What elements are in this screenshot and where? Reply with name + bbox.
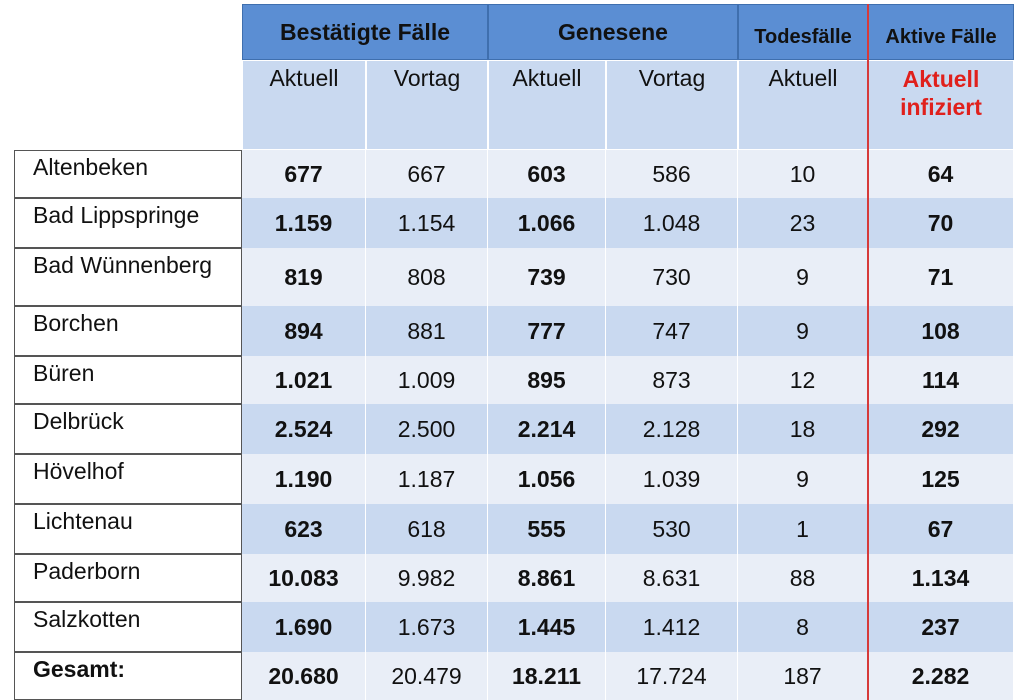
- table-cell: 1.159: [242, 198, 366, 248]
- table-cell: 747: [606, 306, 738, 356]
- table-cell: 88: [738, 554, 868, 602]
- table-cell: 677: [242, 150, 366, 198]
- table-cell: 20.479: [366, 652, 488, 700]
- table-cell: 2.282: [868, 652, 1014, 700]
- table-cell: 873: [606, 356, 738, 404]
- header-deaths: Todesfälle: [738, 4, 868, 60]
- table-cell: 1.048: [606, 198, 738, 248]
- row-label: Bad Lippspringe: [14, 198, 242, 248]
- row-label: Salzkotten: [14, 602, 242, 652]
- table-cell: 894: [242, 306, 366, 356]
- table-cell: 125: [868, 454, 1014, 504]
- active-column-divider: [867, 4, 869, 700]
- table-cell: 819: [242, 248, 366, 306]
- table-cell: 881: [366, 306, 488, 356]
- table-cell: 618: [366, 504, 488, 554]
- table-cell: 2.524: [242, 404, 366, 454]
- header-active: Aktive Fälle: [868, 4, 1014, 60]
- subheader-recovered-previous: Vortag: [606, 60, 738, 150]
- table-cell: 1.445: [488, 602, 606, 652]
- table-cell: 1.066: [488, 198, 606, 248]
- table-cell: 12: [738, 356, 868, 404]
- table-cell: 667: [366, 150, 488, 198]
- table-cell: 530: [606, 504, 738, 554]
- table-cell: 1.412: [606, 602, 738, 652]
- header-recovered: Genesene: [488, 4, 738, 60]
- row-label: Büren: [14, 356, 242, 404]
- table-cell: 187: [738, 652, 868, 700]
- table-cell: 8: [738, 602, 868, 652]
- table-cell: 237: [868, 602, 1014, 652]
- table-cell: 1.673: [366, 602, 488, 652]
- table-cell: 71: [868, 248, 1014, 306]
- table-cell: 17.724: [606, 652, 738, 700]
- table-cell: 8.631: [606, 554, 738, 602]
- table-cell: 1.154: [366, 198, 488, 248]
- table-cell: 108: [868, 306, 1014, 356]
- table-cell: 114: [868, 356, 1014, 404]
- table-cell: 808: [366, 248, 488, 306]
- table-cell: 9: [738, 454, 868, 504]
- table-cell: 8.861: [488, 554, 606, 602]
- table-cell: 9: [738, 306, 868, 356]
- table-cell: 10.083: [242, 554, 366, 602]
- table-cell: 292: [868, 404, 1014, 454]
- table-cell: 2.500: [366, 404, 488, 454]
- table-cell: 18: [738, 404, 868, 454]
- table-cell: 20.680: [242, 652, 366, 700]
- table-cell: 9: [738, 248, 868, 306]
- table-cell: 1.039: [606, 454, 738, 504]
- table-cell: 730: [606, 248, 738, 306]
- subheader-confirmed-previous: Vortag: [366, 60, 488, 150]
- row-label: Altenbeken: [14, 150, 242, 198]
- table-cell: 1.690: [242, 602, 366, 652]
- table-cell: 2.128: [606, 404, 738, 454]
- table-cell: 1.187: [366, 454, 488, 504]
- table-cell: 1.134: [868, 554, 1014, 602]
- table-cell: 1.056: [488, 454, 606, 504]
- table-cell: 777: [488, 306, 606, 356]
- row-label: Lichtenau: [14, 504, 242, 554]
- table-cell: 603: [488, 150, 606, 198]
- table-cell: 70: [868, 198, 1014, 248]
- table-cell: 1.190: [242, 454, 366, 504]
- subheader-active-current: Aktuell infiziert: [868, 60, 1014, 150]
- subheader-deaths-current: Aktuell: [738, 60, 868, 150]
- table-cell: 555: [488, 504, 606, 554]
- table-cell: 1: [738, 504, 868, 554]
- subheader-confirmed-current: Aktuell: [242, 60, 366, 150]
- row-label: Borchen: [14, 306, 242, 356]
- row-label: Gesamt:: [14, 652, 242, 700]
- row-label: Delbrück: [14, 404, 242, 454]
- table-cell: 2.214: [488, 404, 606, 454]
- table-cell: 9.982: [366, 554, 488, 602]
- subheader-recovered-current: Aktuell: [488, 60, 606, 150]
- table-cell: 895: [488, 356, 606, 404]
- table-cell: 64: [868, 150, 1014, 198]
- table-cell: 18.211: [488, 652, 606, 700]
- row-label: Paderborn: [14, 554, 242, 602]
- row-label: Hövelhof: [14, 454, 242, 504]
- table-cell: 739: [488, 248, 606, 306]
- table-cell: 586: [606, 150, 738, 198]
- table-cell: 23: [738, 198, 868, 248]
- table-cell: 10: [738, 150, 868, 198]
- table-cell: 67: [868, 504, 1014, 554]
- table-cell: 1.021: [242, 356, 366, 404]
- header-confirmed: Bestätigte Fälle: [242, 4, 488, 60]
- row-label: Bad Wünnenberg: [14, 248, 242, 306]
- table-cell: 1.009: [366, 356, 488, 404]
- table-cell: 623: [242, 504, 366, 554]
